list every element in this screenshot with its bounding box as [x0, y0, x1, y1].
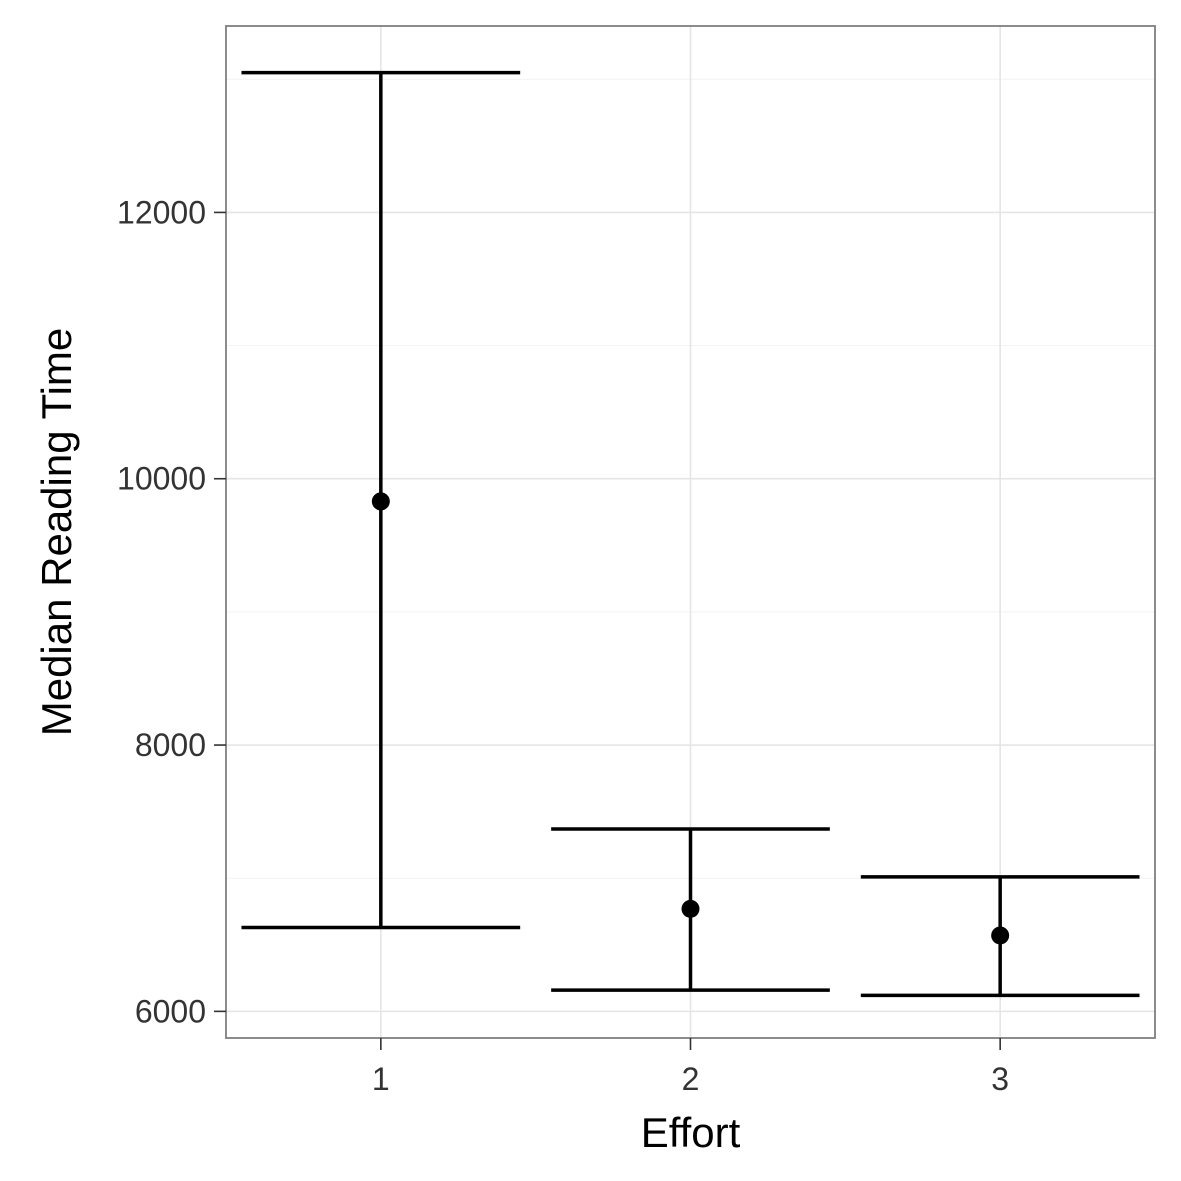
y-tick-label: 8000: [135, 727, 206, 763]
x-tick-label: 2: [682, 1061, 700, 1097]
y-tick-label: 10000: [117, 461, 206, 497]
median-point: [991, 926, 1010, 945]
median-point: [681, 899, 700, 918]
plot-marks: [241, 70, 1140, 998]
errorbar-group: [551, 827, 830, 992]
y-axis-title: Median Reading Time: [33, 328, 80, 737]
x-axis-title: Effort: [641, 1109, 741, 1156]
errorbar-group: [860, 875, 1140, 998]
y-tick-label: 12000: [117, 194, 206, 230]
errorbar-group: [241, 70, 521, 930]
x-tick-label: 1: [372, 1061, 390, 1097]
y-tick-label: 6000: [135, 993, 206, 1029]
median-point: [371, 492, 390, 511]
x-tick-label: 3: [991, 1061, 1009, 1097]
axes: 6000 8000 10000 12000 1 2 3: [117, 194, 1009, 1097]
